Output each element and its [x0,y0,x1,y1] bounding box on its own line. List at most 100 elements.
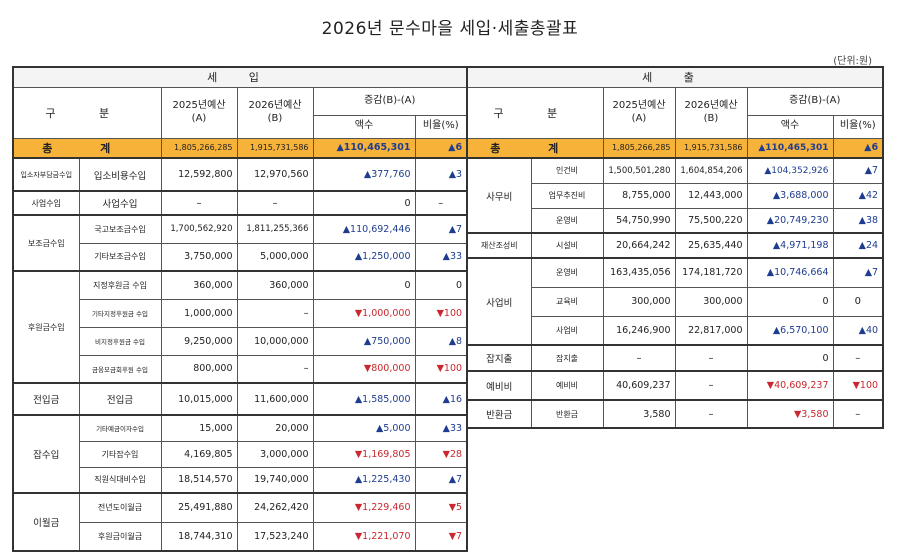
income-rate: ▼100 [414,298,468,328]
income-b: 360,000 [236,270,314,300]
table-row: 후원금이월금 18,744,310 17,523,240 ▼1,221,070 … [13,521,468,552]
income-rate: ▲7 [414,214,468,244]
expense-rate: – [832,344,884,372]
table-row: 교육비 300,000 300,000 0 0 [467,286,884,317]
income-b: 12,970,560 [236,157,314,192]
income-2026-header: 2026년예산 (B) [236,86,314,139]
income-a: 25,491,880 [160,492,238,523]
income-total-row: 총 계 1,805,266,285 1,915,731,586 ▲110,465… [12,137,468,159]
expense-item: 사업비 [530,315,604,346]
income-total-rate: ▲6 [414,137,468,159]
income-a: 1,000,000 [160,298,238,328]
income-diff-header: 증감(B)-(A) [312,86,468,116]
income-item: 후원금이월금 [78,521,162,552]
income-rate: ▼100 [414,354,468,384]
income-rate: ▼5 [414,492,468,523]
income-b: – [236,190,314,216]
income-b: 3,000,000 [236,440,314,468]
income-total-a: 1,805,266,285 [160,137,238,159]
table-row: 전입금 전입금 10,015,000 11,600,000 ▲1,585,000… [12,382,468,416]
income-a: 3,750,000 [160,242,238,272]
expense-item: 교육비 [530,286,604,317]
income-diff: 0 [312,190,416,216]
income-a: 18,514,570 [160,466,238,494]
income-b: 24,262,420 [236,492,314,523]
expense-a: 54,750,990 [602,207,676,234]
table-row: 기타잡수입 4,169,805 3,000,000 ▼1,169,805 ▼28 [13,440,468,468]
income-a: 9,250,000 [160,326,238,356]
expense-section-header: 세 출 [466,66,884,88]
income-group: 잡수입 [12,414,80,494]
income-section-header: 세 입 [12,66,468,88]
income-item: 전입금 [78,382,162,416]
expense-item: 시설비 [530,232,604,259]
expense-total-diff: ▲110,465,301 [746,137,834,159]
income-diff: ▲110,692,446 [312,214,416,244]
income-2025-header: 2025년예산 (A) [160,86,238,139]
income-diff: ▲5,000 [312,414,416,442]
income-item: 기타지정후원금 수입 [78,298,162,328]
expense-group: 사업비 [466,257,532,346]
expense-item: 잡지출 [530,344,604,372]
expense-rate: ▲7 [832,157,884,184]
expense-item: 업무추진비 [530,182,604,209]
expense-table: 세 출 구 분 2025년예산 (A) 2026년예산 (B) 증감(B)-(A) … [466,66,885,429]
income-diff: 0 [312,270,416,300]
income-group: 전입금 [12,382,80,416]
table-row: 금융모금회후원 수입 800,000 – ▼800,000 ▼100 [13,354,468,384]
table-row: 입소자부담금수입 입소비용수입 12,592,800 12,970,560 ▲3… [12,157,468,192]
expense-rate: ▲38 [832,207,884,234]
income-item: 기타잡수입 [78,440,162,468]
expense-a: – [602,344,676,372]
income-total-diff: ▲110,465,301 [312,137,416,159]
income-diff: ▼800,000 [312,354,416,384]
expense-a: 3,580 [602,399,676,429]
table-row: 예비비 예비비 40,609,237 – ▼40,609,237 ▼100 [466,370,884,401]
expense-b: 75,500,220 [674,207,748,234]
income-diff: ▲750,000 [312,326,416,356]
income-amount-header: 액수 [312,114,416,139]
income-item: 기타보조금수입 [78,242,162,272]
expense-group: 사무비 [466,157,532,234]
income-b: 10,000,000 [236,326,314,356]
table-row: 업무추진비 8,755,000 12,443,000 ▲3,688,000 ▲4… [467,182,884,209]
expense-item: 예비비 [530,370,604,401]
income-diff: ▲377,760 [312,157,416,192]
income-item: 기타예금이자수입 [78,414,162,442]
table-row: 재산조성비 시설비 20,664,242 25,635,440 ▲4,971,1… [466,232,884,259]
expense-rate: – [832,399,884,429]
expense-rate: ▲40 [832,315,884,346]
table-row: 잡지출 잡지출 – – 0 – [466,344,884,372]
income-diff: ▼1,000,000 [312,298,416,328]
income-rate: ▼28 [414,440,468,468]
table-row: 사업비 운영비 163,435,056 174,181,720 ▲10,746,… [466,257,884,346]
income-diff: ▼1,229,460 [312,492,416,523]
expense-b: 300,000 [674,286,748,317]
expense-b: – [674,344,748,372]
income-b: 17,523,240 [236,521,314,552]
income-group: 입소자부담금수입 [12,157,80,192]
expense-rate: ▲24 [832,232,884,259]
income-rate: ▲7 [414,466,468,494]
expense-rate-header: 비율(%) [832,114,884,139]
expense-total-row: 총 계 1,805,266,285 1,915,731,586 ▲110,465… [466,137,884,159]
income-rate-header: 비율(%) [414,114,468,139]
expense-a: 300,000 [602,286,676,317]
income-table: 세 입 구 분 2025년예산 (A) 2026년예산 (B) 증감(B)-(A) … [12,66,469,552]
table-row: 후원금수입 지정후원금 수입 360,000 360,000 0 0 [12,270,468,384]
expense-item: 반환금 [530,399,604,429]
expense-b: 1,604,854,206 [674,157,748,184]
expense-diff: ▼3,580 [746,399,834,429]
expense-gubun-header: 구 분 [466,86,604,139]
table-row: 직원식대비수입 18,514,570 19,740,000 ▲1,225,430… [13,466,468,494]
income-gubun-header: 구 분 [12,86,162,139]
income-diff: ▲1,250,000 [312,242,416,272]
expense-group: 재산조성비 [466,232,532,259]
expense-b: – [674,399,748,429]
income-group: 이월금 [12,492,80,552]
expense-diff: ▲20,749,230 [746,207,834,234]
table-row: 사무비 인건비 1,500,501,280 1,604,854,206 ▲104… [466,157,884,234]
income-rate: ▲8 [414,326,468,356]
unit-label: (단위:원) [833,56,872,67]
income-item: 비지정후원금 수입 [78,326,162,356]
